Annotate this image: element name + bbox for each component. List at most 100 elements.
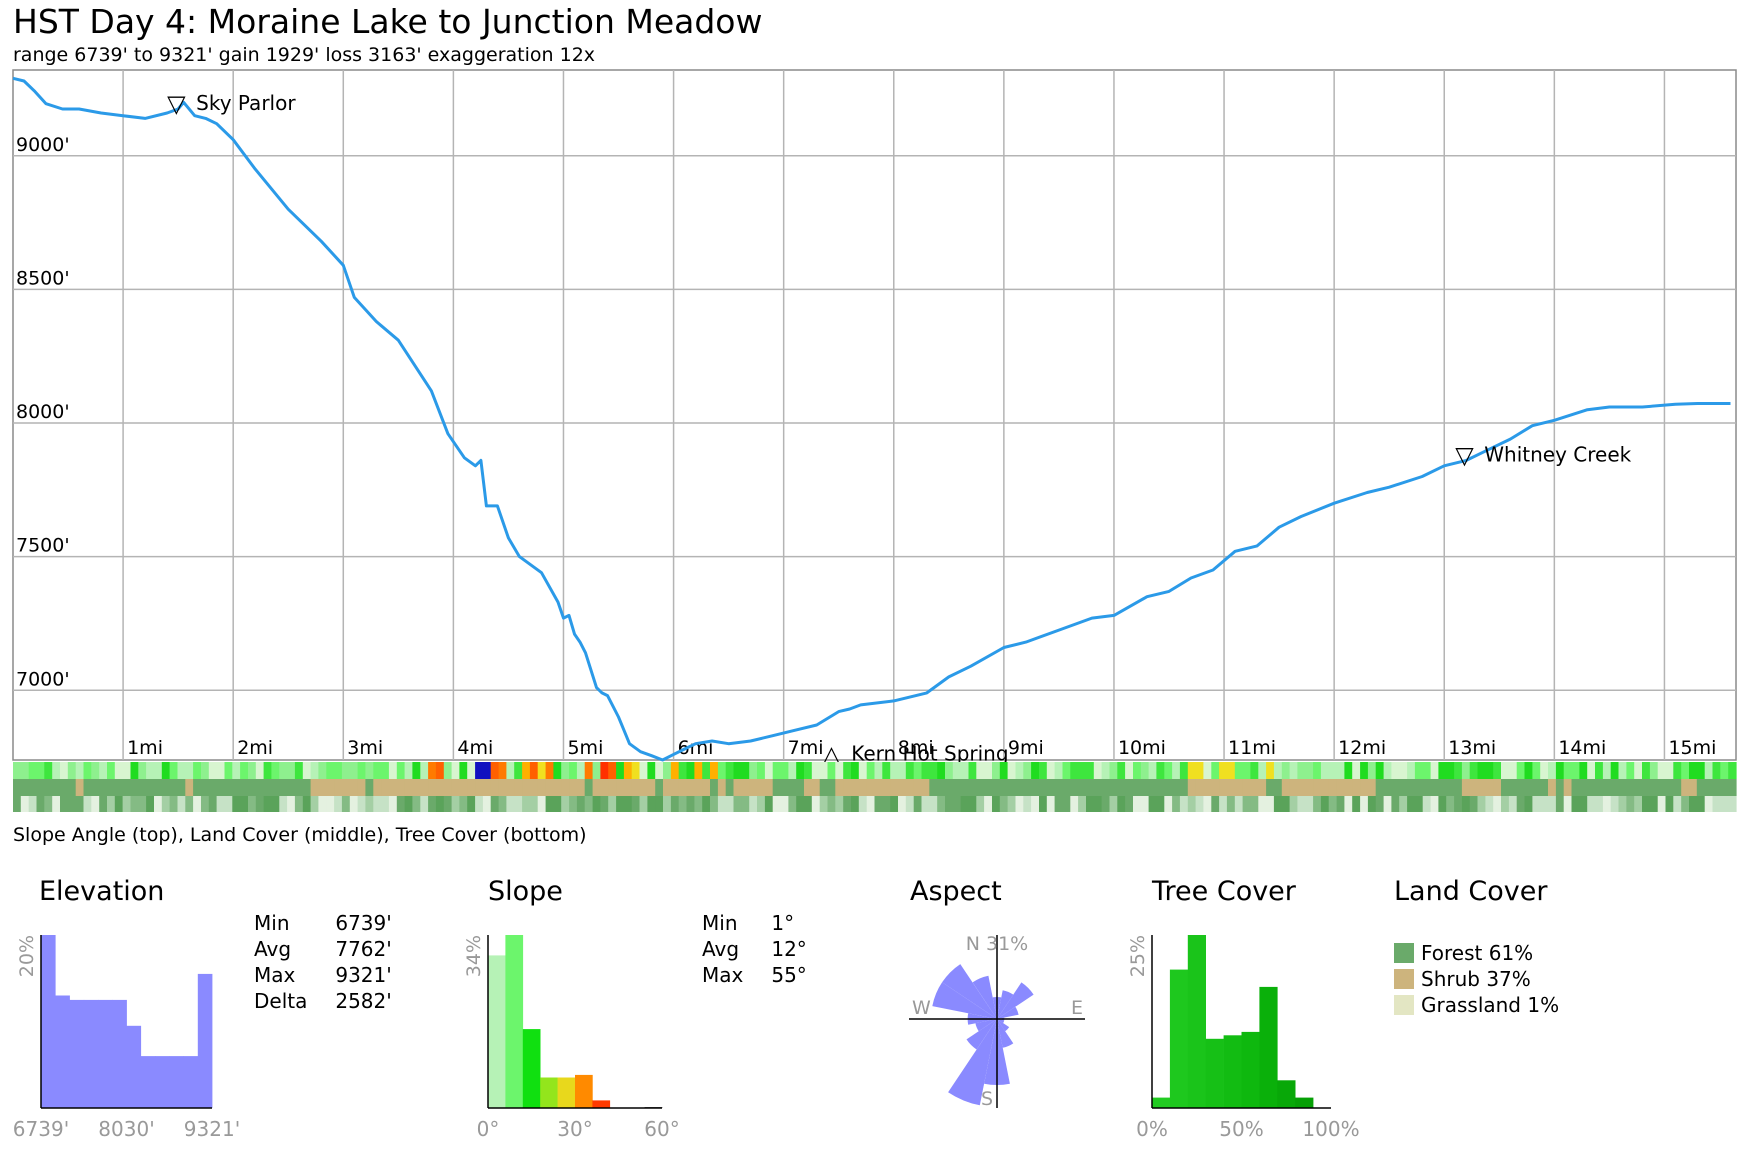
- aspect-sector: [997, 982, 1034, 1019]
- histogram-bar: [1295, 1097, 1314, 1108]
- panel-title: Aspect: [910, 876, 1002, 907]
- x-tick-label: 1mi: [127, 737, 163, 759]
- y-tick-label: 7000': [16, 668, 70, 690]
- x-tick-label: 8mi: [898, 737, 934, 759]
- legend-label: Forest 61%: [1421, 941, 1533, 965]
- elevation-line: [12, 76, 1731, 762]
- panel-title: Elevation: [39, 876, 164, 907]
- x-tick-label: 13mi: [1448, 737, 1496, 759]
- histogram-x-tick: 6739': [13, 1117, 69, 1141]
- stat-label: Delta: [254, 989, 308, 1013]
- histogram-bar: [505, 935, 524, 1108]
- stat-label: Avg: [254, 937, 292, 961]
- histogram-bar: [1187, 935, 1206, 1108]
- x-tick-label: 2mi: [237, 737, 273, 759]
- chart-subtitle: range 6739' to 9321' gain 1929' loss 316…: [13, 44, 596, 66]
- aspect-sector: [997, 990, 1014, 1019]
- histogram-bar: [183, 1056, 199, 1108]
- histogram-y-tick: 34%: [463, 935, 485, 977]
- stats-table: Min 1° Avg 12° Max 55°: [702, 911, 835, 989]
- stat-value: 9321': [335, 963, 392, 987]
- histogram-bar: [575, 1074, 593, 1108]
- histogram-bar: [540, 1077, 558, 1108]
- histogram-x-tick: 9321': [184, 1117, 240, 1141]
- stat-label: Avg: [702, 937, 740, 961]
- slope-angle-strip: [13, 762, 1737, 779]
- histogram-bar: [197, 973, 213, 1108]
- profile-color-strips: [13, 762, 1737, 812]
- stat-label: Max: [254, 963, 296, 987]
- x-tick-label: 3mi: [347, 737, 383, 759]
- stat-value: 55°: [771, 963, 807, 987]
- strips-caption: Slope Angle (top), Land Cover (middle), …: [13, 824, 587, 846]
- chart-title: HST Day 4: Moraine Lake to Junction Mead…: [13, 2, 763, 41]
- legend-swatch: [1394, 969, 1414, 989]
- histogram-bar: [1152, 1097, 1171, 1108]
- histogram-bar: [1241, 1031, 1260, 1108]
- x-tick-label: 12mi: [1338, 737, 1386, 759]
- histogram-bar: [1259, 986, 1278, 1108]
- x-tick-label: 11mi: [1228, 737, 1276, 759]
- histogram-x-tick: 60°: [644, 1117, 679, 1141]
- waypoint-label: Kern Hot Spring: [851, 742, 1008, 766]
- stat-value: 7762': [335, 937, 392, 961]
- histogram-bar: [112, 999, 127, 1108]
- stat-label: Max: [702, 963, 744, 987]
- histogram-x-tick: 100%: [1302, 1117, 1359, 1141]
- panel-title: Slope: [488, 876, 563, 907]
- histogram-bar: [126, 1025, 142, 1108]
- plot-frame: [12, 69, 1737, 761]
- aspect-label-n: N 31%: [966, 933, 1028, 955]
- aspect-label-w: W: [912, 997, 931, 1019]
- y-tick-label: 8000': [16, 401, 70, 423]
- aspect-sector: [942, 964, 997, 1019]
- aspect-sector: [997, 1019, 1014, 1048]
- elevation-profile-chart: 7000' 7500' 8000' 8500' 9000' 1mi 2mi 3mi 4mi 5mi…: [12, 69, 1737, 769]
- histogram-y-tick: 25%: [1127, 935, 1149, 977]
- aspect-label-e: E: [1071, 997, 1083, 1019]
- x-tick-label: 4mi: [457, 737, 493, 759]
- histogram-x-tick: 30°: [557, 1117, 592, 1141]
- histogram-x-tick: 8030': [98, 1117, 154, 1141]
- legend-swatch: [1394, 995, 1414, 1015]
- histogram-y-tick: 20%: [16, 935, 38, 977]
- histogram-bar: [488, 955, 506, 1108]
- waypoint-marker: ▽: [167, 90, 186, 118]
- waypoint-marker: ▽: [1455, 441, 1474, 469]
- histogram-bar: [557, 1077, 576, 1108]
- stat-value: 6739': [335, 911, 392, 935]
- histogram-bar: [41, 935, 56, 1108]
- aspect-sector: [966, 1019, 997, 1050]
- y-tick-label: 9000': [16, 134, 70, 156]
- waypoint-label: Sky Parlor: [196, 91, 296, 115]
- histogram-bar: [1169, 969, 1189, 1108]
- aspect-sector: [948, 1019, 997, 1106]
- x-tick-label: 10mi: [1118, 737, 1166, 759]
- aspect-sector: [932, 982, 997, 1019]
- panel-title: Land Cover: [1394, 876, 1548, 907]
- histogram-bar: [169, 1056, 184, 1108]
- legend-label: Grassland 1%: [1421, 993, 1559, 1017]
- y-tick-label: 8500': [16, 267, 70, 289]
- slope-stats: Min 1° Avg 12° Max 55°: [702, 911, 835, 989]
- stat-label: Min: [254, 911, 290, 935]
- histogram-x-tick: 0°: [477, 1117, 500, 1141]
- legend-swatch: [1394, 943, 1414, 963]
- histogram-bar: [155, 1056, 170, 1108]
- histogram-bar: [1205, 1038, 1224, 1108]
- histogram-bar: [1277, 1080, 1296, 1108]
- aspect-sector: [972, 975, 997, 1019]
- histogram-bar: [1223, 1035, 1242, 1108]
- tree-cover-strip: [13, 796, 1737, 812]
- x-tick-label: 7mi: [788, 737, 824, 759]
- x-tick-label: 9mi: [1008, 737, 1044, 759]
- aspect-sector: [975, 1019, 997, 1032]
- histogram-bar: [83, 999, 99, 1108]
- aspect-sector: [997, 1019, 1005, 1024]
- stat-value: 2582': [335, 989, 392, 1013]
- histogram-bar: [98, 999, 113, 1108]
- panel-title: Tree Cover: [1151, 876, 1297, 907]
- x-tick-label: 5mi: [567, 737, 603, 759]
- aspect-sector: [997, 1019, 1010, 1032]
